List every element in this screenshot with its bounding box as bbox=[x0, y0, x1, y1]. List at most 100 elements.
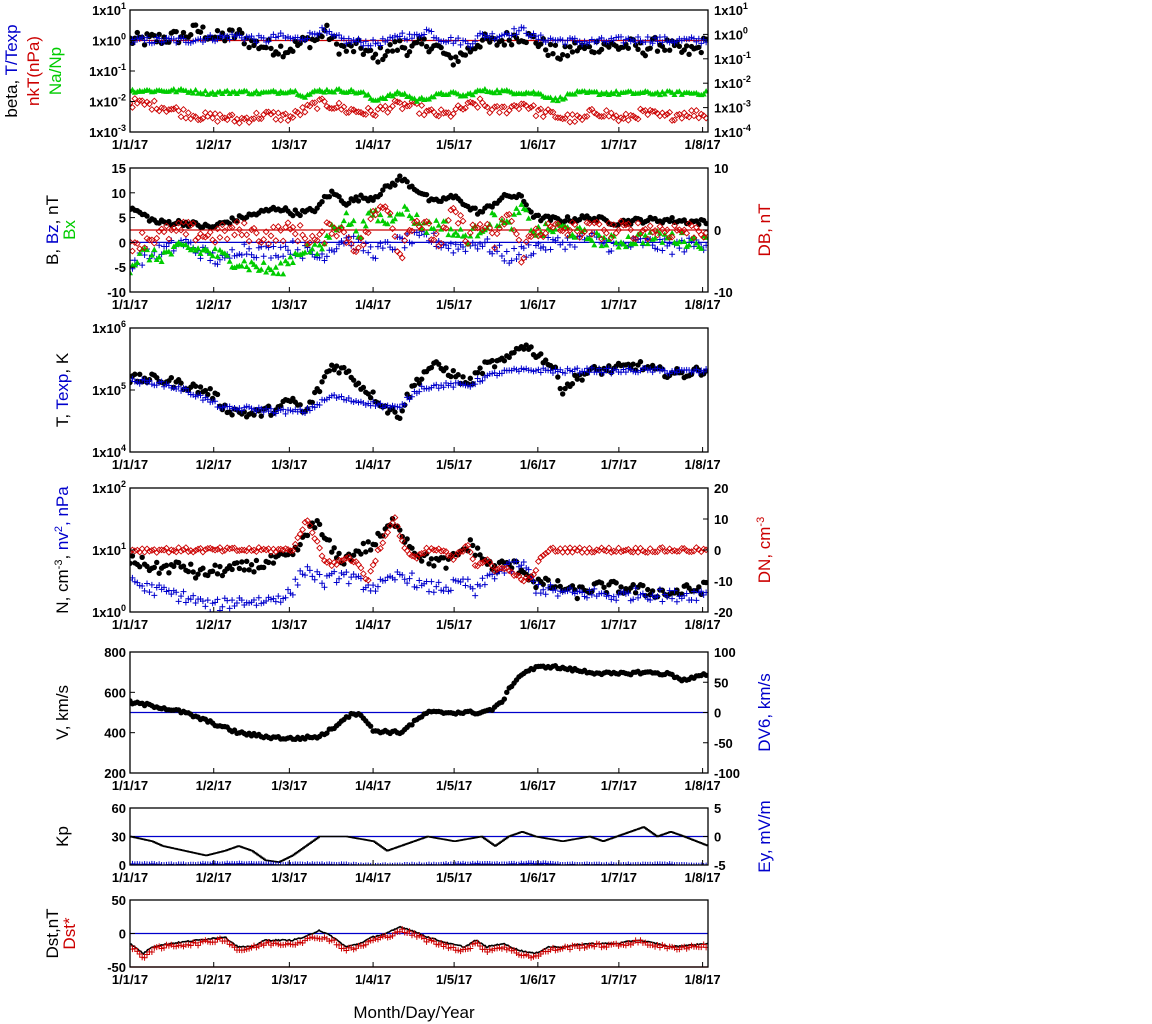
data-point-nkT(nPa)-204 bbox=[622, 110, 630, 118]
data-point-DN-78 bbox=[316, 544, 324, 552]
data-point-beta-235 bbox=[698, 49, 704, 56]
data-point-DV6-142 bbox=[472, 811, 478, 817]
data-point-Bx-102 bbox=[374, 217, 381, 224]
data-point-Bx-10 bbox=[151, 246, 158, 252]
data-point-Na/Np-113 bbox=[401, 90, 408, 96]
data-point-DB-201 bbox=[615, 226, 623, 234]
data-point-DV6-111 bbox=[397, 802, 403, 808]
data-point-DN-144 bbox=[476, 559, 484, 567]
data-point-DN-102 bbox=[374, 546, 382, 554]
data-point-DV6-64 bbox=[283, 808, 289, 814]
data-point-DB-55 bbox=[260, 236, 268, 243]
data-point-Bz-48 bbox=[243, 251, 250, 258]
data-point-T-207 bbox=[630, 361, 636, 367]
data-point-Bx-55 bbox=[260, 259, 267, 265]
data-point-DB-163 bbox=[522, 238, 530, 246]
data-point-B-110 bbox=[394, 177, 401, 183]
data-point-DB-84 bbox=[330, 224, 338, 232]
data-point-Texp-237 bbox=[703, 366, 708, 373]
data-point-N-125 bbox=[431, 563, 437, 569]
data-point-DB-83 bbox=[328, 230, 336, 238]
data-point-nkT(nPa)-54 bbox=[257, 115, 265, 123]
data-point-DB-208 bbox=[632, 235, 640, 243]
left-axis-title2-Dst: Dst* bbox=[60, 917, 79, 950]
data-point-DB-46 bbox=[238, 231, 246, 239]
data-point-N-15 bbox=[163, 562, 170, 569]
data-point-beta-12 bbox=[156, 31, 162, 38]
data-point-DB-176 bbox=[554, 220, 562, 228]
data-point-nv2-115 bbox=[406, 575, 413, 582]
data-point-N-35 bbox=[212, 562, 218, 568]
data-point-nkT(nPa)-60 bbox=[272, 115, 280, 123]
right-tick-label: -50 bbox=[714, 736, 733, 751]
data-point-nkT(nPa)-18 bbox=[170, 105, 178, 113]
x-tick-label: 1/3/17 bbox=[271, 297, 307, 312]
data-point-Bx-132 bbox=[447, 225, 454, 232]
data-point-DV6-157 bbox=[509, 798, 515, 804]
data-point-beta-120 bbox=[419, 41, 425, 47]
data-point-DV6-4 bbox=[137, 811, 143, 817]
data-point-DV6-134 bbox=[453, 813, 459, 819]
data-point-DN-74 bbox=[306, 522, 314, 529]
data-point-DN-138 bbox=[462, 543, 469, 550]
data-point-Bz-153 bbox=[498, 253, 505, 260]
data-point-nkT(nPa)-171 bbox=[542, 108, 550, 116]
data-point-DB-48 bbox=[243, 231, 251, 239]
data-point-Texp-233 bbox=[693, 366, 700, 373]
data-point-DN-88 bbox=[340, 556, 348, 564]
data-point-Bx-235 bbox=[698, 245, 705, 251]
data-point-beta-182 bbox=[569, 49, 576, 55]
x-tick-label: 1/4/17 bbox=[355, 778, 391, 793]
data-point-DV6-41 bbox=[227, 813, 233, 819]
x-tick-label: 1/8/17 bbox=[685, 972, 721, 987]
data-point-nkT(nPa)-144 bbox=[476, 95, 484, 103]
data-point-Dst*-108 bbox=[389, 932, 396, 939]
data-point-DB-70 bbox=[296, 221, 304, 229]
data-point-DV6-28 bbox=[195, 815, 201, 821]
left-axis-title3-beta: Na/Np bbox=[46, 47, 65, 95]
data-point-N-52 bbox=[253, 557, 260, 564]
left-tick-label: 50 bbox=[112, 893, 126, 908]
data-point-Bx-160 bbox=[515, 209, 522, 216]
data-point-B-104 bbox=[380, 187, 386, 193]
data-point-DB-94 bbox=[355, 244, 362, 252]
data-point-DV6-180 bbox=[565, 806, 571, 812]
data-point-nv2-70 bbox=[297, 567, 304, 574]
data-point-Bx-77 bbox=[314, 250, 321, 257]
data-point-DN-215 bbox=[649, 548, 657, 556]
data-point-DV6-9 bbox=[149, 816, 155, 822]
data-point-B-237 bbox=[703, 220, 708, 227]
data-point-DN-32 bbox=[204, 545, 212, 552]
data-point-V-81 bbox=[324, 730, 330, 736]
data-point-DN-189 bbox=[585, 544, 593, 552]
data-point-T/Texp-57 bbox=[265, 38, 272, 45]
x-tick-label: 1/5/17 bbox=[436, 617, 472, 632]
data-point-nkT(nPa)-80 bbox=[321, 98, 328, 105]
data-point-Bx-197 bbox=[605, 236, 612, 243]
data-point-beta-91 bbox=[348, 43, 354, 49]
data-point-DN-141 bbox=[469, 555, 477, 563]
data-point-Bz-146 bbox=[481, 239, 488, 246]
data-point-Bx-125 bbox=[430, 225, 437, 231]
data-point-nkT(nPa)-164 bbox=[525, 105, 533, 113]
left-tick-label: 1x106 bbox=[92, 319, 126, 336]
data-point-nkT(nPa)-108 bbox=[389, 102, 396, 110]
data-point-T/Texp-140 bbox=[467, 44, 474, 51]
data-point-Bx-211 bbox=[639, 239, 646, 246]
data-point-T-82 bbox=[326, 368, 333, 374]
data-point-DV6-194 bbox=[599, 811, 605, 817]
data-point-N-194 bbox=[598, 580, 605, 586]
data-point-V-116 bbox=[409, 722, 415, 728]
data-point-Ey-126 bbox=[433, 862, 440, 865]
right-tick-label: 0 bbox=[714, 543, 721, 558]
left-tick-label: 1x10-1 bbox=[89, 62, 126, 79]
data-point-nv2-119 bbox=[416, 577, 423, 584]
data-point-beta-212 bbox=[642, 52, 649, 59]
data-point-DB-15 bbox=[163, 222, 170, 230]
data-point-Texp-84 bbox=[331, 392, 338, 399]
data-point-N-170 bbox=[540, 581, 546, 588]
data-point-Bz-159 bbox=[513, 256, 520, 263]
data-point-nkT(nPa)-180 bbox=[564, 111, 571, 119]
data-point-beta-29 bbox=[197, 29, 204, 35]
data-point-nkT(nPa)-91 bbox=[347, 105, 355, 113]
